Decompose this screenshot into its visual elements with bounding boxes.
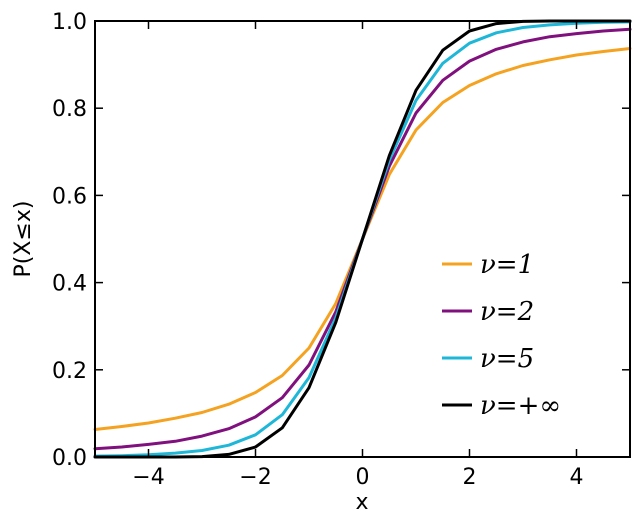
y-tick-label: 0.0 — [52, 446, 87, 471]
y-axis-label: P(X≤x) — [11, 201, 36, 278]
legend-label: ν=5 — [480, 344, 534, 374]
x-tick-label: 2 — [463, 465, 477, 490]
x-tick-label: 0 — [356, 465, 370, 490]
legend-label: ν=+∞ — [480, 391, 561, 421]
x-axis-label: x — [355, 490, 368, 509]
x-tick-label: 4 — [570, 465, 584, 490]
legend-label: ν=1 — [480, 250, 534, 280]
y-tick-label: 1.0 — [52, 10, 87, 35]
y-tick-label: 0.2 — [52, 359, 87, 384]
legend-label: ν=2 — [480, 297, 534, 327]
x-tick-label: −4 — [132, 465, 164, 490]
legend: ν=1 ν=2 ν=5 ν=+∞ — [442, 250, 561, 421]
y-tick-label: 0.6 — [52, 184, 87, 209]
y-tick-label: 0.8 — [52, 97, 87, 122]
axis-ticks: −4 −2 0 2 4 0.0 0.2 0.4 0.6 0.8 1.0 — [52, 10, 630, 490]
y-tick-label: 0.4 — [52, 272, 87, 297]
x-tick-label: −2 — [239, 465, 271, 490]
